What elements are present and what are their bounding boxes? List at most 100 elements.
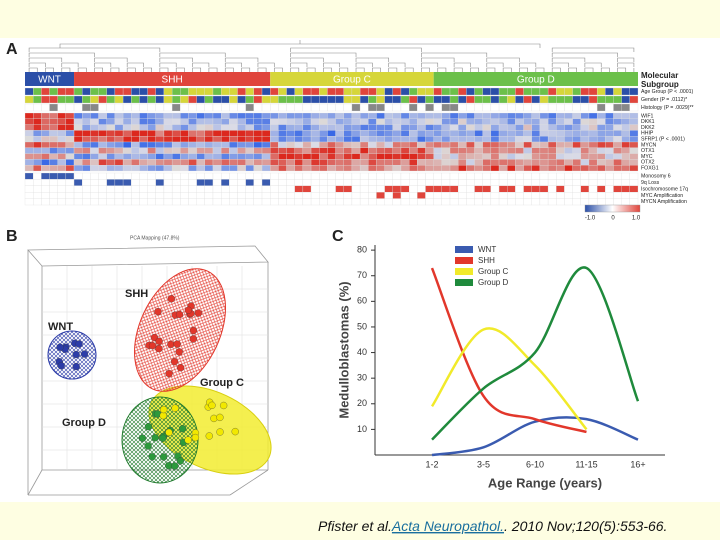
cell <box>400 95 410 104</box>
cell <box>359 147 369 154</box>
cell <box>245 141 255 148</box>
cell <box>466 112 475 119</box>
cell <box>57 118 67 125</box>
sample <box>144 423 153 431</box>
cell <box>507 130 516 137</box>
journal-link[interactable]: Acta Neuropathol. <box>391 518 504 534</box>
cell <box>498 153 508 160</box>
cell <box>564 112 573 119</box>
cell <box>621 103 630 112</box>
cell <box>278 192 287 199</box>
cell <box>147 179 156 186</box>
branch <box>584 62 602 67</box>
cell <box>98 159 107 166</box>
cell <box>212 192 222 199</box>
cell <box>441 172 451 180</box>
cell <box>98 185 107 193</box>
cell <box>408 165 418 172</box>
cell <box>466 153 475 160</box>
cell <box>139 165 148 172</box>
cell <box>621 118 630 125</box>
cell <box>212 136 222 143</box>
cell <box>458 95 467 104</box>
cell <box>49 147 58 154</box>
cell <box>270 95 279 104</box>
cell <box>327 124 336 131</box>
cell <box>180 165 189 172</box>
cell <box>196 147 205 154</box>
cell <box>319 147 328 154</box>
cell <box>122 172 132 180</box>
cell <box>449 112 459 119</box>
cell <box>523 103 532 112</box>
cell <box>466 159 475 166</box>
cell <box>147 192 156 199</box>
cell <box>458 165 467 172</box>
cell <box>253 172 263 180</box>
cell <box>65 159 75 166</box>
cell <box>408 124 418 131</box>
cell <box>498 198 508 206</box>
cell <box>114 159 124 166</box>
cell <box>400 141 410 148</box>
cell <box>580 147 590 154</box>
cell <box>564 185 573 193</box>
cell <box>564 192 573 199</box>
cell <box>310 147 320 154</box>
cell <box>523 147 532 154</box>
cell <box>596 192 606 199</box>
cell <box>572 159 581 166</box>
cell <box>41 179 50 186</box>
cell <box>556 124 565 131</box>
cell <box>490 118 500 125</box>
cell <box>106 179 116 186</box>
cell <box>327 118 336 125</box>
cell <box>294 153 304 160</box>
cell <box>319 130 328 137</box>
cell <box>343 192 353 199</box>
cell <box>335 165 344 172</box>
cell <box>417 87 426 96</box>
cell <box>335 124 344 131</box>
cell <box>245 165 255 172</box>
cell <box>359 179 369 186</box>
cell <box>523 153 532 160</box>
cell <box>171 159 181 166</box>
cell <box>163 153 173 160</box>
cell <box>90 185 99 193</box>
cell <box>458 87 467 96</box>
cell <box>188 118 197 125</box>
cell <box>261 172 271 180</box>
cell <box>507 172 516 180</box>
cell <box>90 87 99 96</box>
cell <box>588 179 598 186</box>
cell <box>57 185 67 193</box>
cell <box>368 141 377 148</box>
cell <box>539 179 549 186</box>
cell <box>539 136 549 143</box>
cell <box>359 185 369 193</box>
cell <box>498 147 508 154</box>
cell <box>261 112 271 119</box>
row-label: 9q Loss <box>641 180 660 186</box>
cell <box>294 130 304 137</box>
cell <box>335 103 344 112</box>
subgroup-bar <box>74 72 271 86</box>
cell <box>605 179 614 186</box>
cell <box>441 192 451 199</box>
cell <box>237 87 246 96</box>
cell <box>237 198 246 206</box>
cell <box>98 192 107 199</box>
cell <box>507 185 516 193</box>
cell <box>73 87 83 96</box>
cell <box>24 118 34 125</box>
cell <box>531 172 541 180</box>
cell <box>41 172 50 180</box>
legend-label: SHH <box>478 256 495 265</box>
cell <box>523 141 532 148</box>
cell <box>482 153 492 160</box>
cell <box>498 165 508 172</box>
y-tick-label: 80 <box>357 244 367 254</box>
legend-swatch <box>455 279 473 286</box>
x-tick-label: 3-5 <box>477 459 490 469</box>
